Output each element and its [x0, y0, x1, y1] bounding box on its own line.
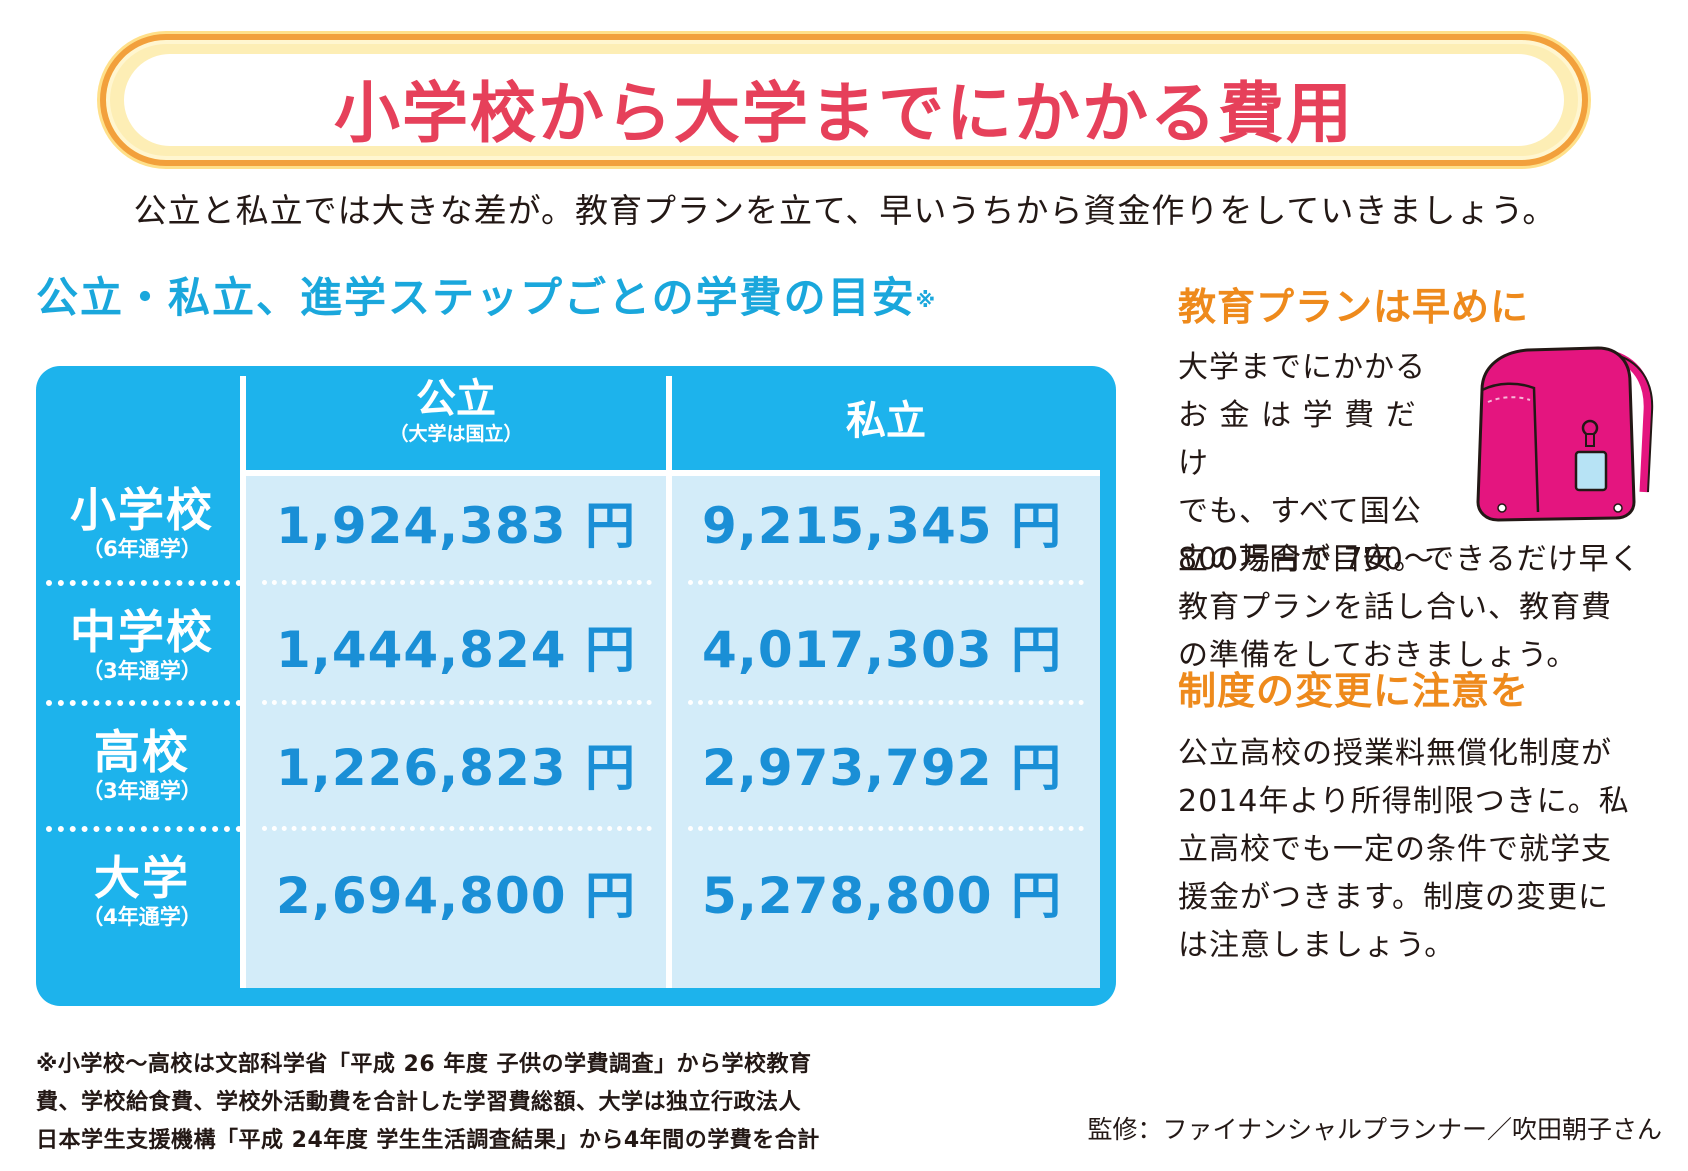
side-line: 800万円が目安。できるだけ早く	[1178, 542, 1641, 577]
footnote-line: 費、学校給食費、学校外活動費を合計した学習費総額、大学は独立行政法人	[36, 1090, 802, 1115]
row-label-high-school: 高校 （3年通学）	[44, 726, 240, 804]
row-separator	[688, 700, 1084, 705]
row-separator	[262, 700, 652, 705]
section-title-mark: ※	[915, 288, 938, 312]
section-title-text: 公立・私立、進学ステップごとの学費の目安	[36, 273, 916, 322]
cell-public-university: 2,694,800 円	[276, 867, 636, 925]
side-paragraph-change: 公立高校の授業料無償化制度が 2014年より所得制限つきに。私 立高校でも一定の…	[1178, 730, 1668, 970]
title-banner: 小学校から大学までにかかる費用	[100, 34, 1588, 166]
row-separator	[688, 826, 1084, 831]
side-line: は注意しましょう。	[1178, 928, 1456, 963]
side-line: 立高校でも一定の条件で就学支	[1178, 832, 1612, 867]
footnote-line: 日本学生支援機構「平成 24年度 学生生活調査結果」から4年間の学費を合計	[36, 1128, 820, 1153]
row-separator	[46, 826, 242, 832]
supervisor-credit: 監修：ファイナンシャルプランナー／吹田朝子さん	[1087, 1115, 1662, 1144]
footnote-line: ※小学校〜高校は文部科学省「平成 26 年度 子供の学費調査」から学校教育	[36, 1052, 812, 1077]
side-paragraph-plan-bottom: 800万円が目安。できるだけ早く 教育プランを話し合い、教育費 の準備をしておき…	[1178, 536, 1668, 680]
row-label-elementary: 小学校 （6年通学）	[44, 484, 240, 562]
side-line: の準備をしておきましょう。	[1178, 638, 1578, 673]
side-paragraph-plan-top: 大学までにかかる お 金 は 学 費 だ け でも、すべて国公 立の場合で 70…	[1178, 344, 1458, 584]
header-divider-left	[240, 376, 246, 470]
section-title: 公立・私立、進学ステップごとの学費の目安※	[36, 270, 937, 326]
column-header-private-main: 私立	[846, 398, 926, 444]
side-line: 援金がつきます。制度の変更に	[1178, 880, 1609, 915]
cell-private-elementary: 9,215,345 円	[702, 497, 1062, 555]
row-label-sub: （6年通学）	[82, 537, 202, 561]
body-divider-left	[240, 470, 246, 988]
row-label-junior-high: 中学校 （3年通学）	[44, 606, 240, 684]
column-header-public: 公立 （大学は国立）	[246, 376, 666, 470]
row-label-main: 中学校	[70, 605, 214, 659]
body-divider-middle	[666, 470, 672, 988]
side-line: 立の場合で 700〜	[1178, 542, 1435, 577]
side-heading-change: 制度の変更に注意を	[1178, 669, 1530, 713]
cell-private-junior-high: 4,017,303 円	[702, 621, 1062, 679]
column-header-private: 私立	[672, 376, 1100, 470]
row-label-main: 大学	[94, 851, 190, 905]
row-separator	[46, 580, 242, 586]
side-line: 教育プランを話し合い、教育費	[1178, 590, 1612, 625]
row-separator	[262, 580, 652, 585]
cell-private-high-school: 2,973,792 円	[702, 739, 1062, 797]
row-label-sub: （4年通学）	[82, 905, 202, 929]
footnote: ※小学校〜高校は文部科学省「平成 26 年度 子供の学費調査」から学校教育 費、…	[36, 1046, 948, 1160]
cell-public-high-school: 1,226,823 円	[276, 739, 636, 797]
header-divider-middle	[666, 376, 672, 470]
row-label-main: 小学校	[70, 483, 214, 537]
side-line: 公立高校の授業料無償化制度が	[1178, 736, 1612, 771]
side-line: 2014年より所得制限つきに。私	[1178, 784, 1630, 819]
cell-public-junior-high: 1,444,824 円	[276, 621, 636, 679]
header-rule	[246, 470, 1100, 476]
column-header-public-main: 公立	[416, 376, 496, 422]
school-backpack-icon	[1476, 346, 1654, 522]
cell-private-university: 5,278,800 円	[702, 867, 1062, 925]
row-separator	[688, 580, 1084, 585]
row-label-sub: （3年通学）	[82, 659, 202, 683]
subtitle: 公立と私立では大きな差が。教育プランを立て、早いうちから資金作りをしていきましょ…	[133, 191, 1557, 230]
side-line: お 金 は 学 費 だ け	[1178, 398, 1417, 481]
table-body	[246, 476, 1100, 988]
row-label-sub: （3年通学）	[82, 779, 202, 803]
title-banner-inner: 小学校から大学までにかかる費用	[124, 54, 1564, 152]
row-separator	[46, 700, 242, 706]
side-line: でも、すべて国公	[1178, 494, 1422, 529]
row-separator	[262, 826, 652, 831]
side-heading-plan: 教育プランは早めに	[1178, 285, 1530, 329]
side-line: 大学までにかかる	[1178, 350, 1426, 385]
cell-public-elementary: 1,924,383 円	[276, 497, 636, 555]
row-label-main: 高校	[94, 725, 190, 779]
column-header-public-sub: （大学は国立）	[389, 423, 523, 445]
page-title: 小学校から大学までにかかる費用	[334, 75, 1354, 152]
cost-table: 公立 （大学は国立） 私立 小学校 （6年通学） 1,924,383 円 9,2…	[36, 366, 1116, 1006]
row-label-university: 大学 （4年通学）	[44, 852, 240, 930]
